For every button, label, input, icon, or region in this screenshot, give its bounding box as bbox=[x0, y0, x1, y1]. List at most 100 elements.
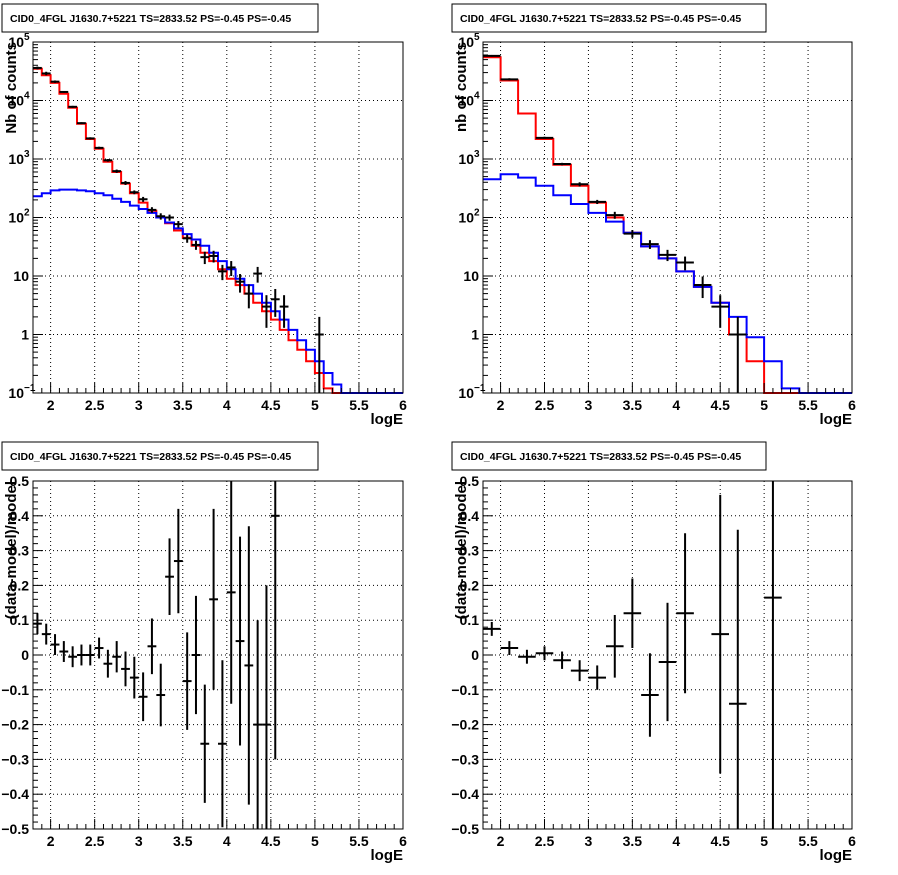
x-tick-label: 3 bbox=[135, 397, 143, 413]
data-point bbox=[623, 578, 642, 649]
data-point bbox=[156, 663, 166, 727]
y-axis-title: (data-model)/model bbox=[453, 481, 470, 619]
x-tick-label: 4 bbox=[672, 397, 680, 413]
data-point bbox=[729, 316, 747, 393]
y-tick-label: 0.3 bbox=[10, 543, 30, 559]
x-tick-label: 2.5 bbox=[535, 397, 555, 413]
data-point bbox=[50, 80, 60, 83]
y-tick-label: 1 bbox=[471, 327, 479, 343]
x-tick-label: 6 bbox=[848, 397, 856, 413]
data-point bbox=[553, 651, 571, 669]
data-point bbox=[676, 256, 694, 271]
data-point bbox=[244, 526, 254, 805]
data-point bbox=[553, 162, 571, 166]
data-point bbox=[483, 621, 501, 636]
chart-title: CID0_4FGL J1630.7+5221 TS=2833.52 PS=-0.… bbox=[460, 451, 741, 463]
data-point bbox=[606, 614, 624, 678]
title-box bbox=[451, 441, 767, 471]
data-point bbox=[165, 214, 174, 221]
chart-panel-2: CID0_4FGL J1630.7+5221 TS=2833.52 PS=-0.… bbox=[451, 3, 856, 428]
data-point bbox=[279, 295, 289, 328]
y-tick-label: 10 bbox=[458, 93, 474, 109]
x-tick-label: 2 bbox=[497, 833, 505, 849]
data-point bbox=[209, 508, 218, 690]
data-point bbox=[129, 190, 139, 195]
data-point bbox=[94, 637, 104, 659]
data-point bbox=[191, 595, 201, 715]
x-tick-label: 4.5 bbox=[261, 397, 281, 413]
data-point bbox=[33, 613, 42, 635]
total-model-histogram bbox=[33, 67, 403, 394]
x-tick-label: 2.5 bbox=[85, 833, 105, 849]
x-tick-label: 6 bbox=[399, 833, 407, 849]
x-tick-label: 4 bbox=[223, 397, 231, 413]
x-tick-label: 6 bbox=[848, 833, 856, 849]
data-point bbox=[68, 105, 78, 108]
data-point bbox=[173, 508, 183, 614]
data-point bbox=[103, 159, 113, 162]
data-point bbox=[711, 494, 729, 774]
data-point bbox=[85, 644, 95, 666]
y-tick-label: 0 bbox=[471, 647, 479, 663]
x-tick-label: 3.5 bbox=[173, 833, 193, 849]
y-tick-label: −0.2 bbox=[1, 717, 29, 733]
x-tick-label: 5 bbox=[760, 397, 768, 413]
data-point bbox=[606, 211, 624, 219]
data-point bbox=[588, 665, 606, 690]
x-tick-label: 4.5 bbox=[710, 397, 730, 413]
data-point bbox=[77, 644, 86, 666]
data-point bbox=[641, 240, 659, 249]
x-tick-label: 5 bbox=[311, 397, 319, 413]
data-point bbox=[138, 196, 148, 202]
data-point bbox=[33, 66, 42, 70]
y-tick-label: 0.2 bbox=[460, 577, 480, 593]
y-tick-exponent: 5 bbox=[474, 32, 480, 43]
data-point bbox=[121, 181, 130, 185]
x-tick-label: 4.5 bbox=[710, 833, 730, 849]
data-point bbox=[156, 213, 166, 220]
data-point bbox=[129, 656, 139, 699]
data-point bbox=[270, 481, 280, 760]
y-axis-title: (data-model)/model bbox=[3, 481, 20, 619]
data-point bbox=[138, 672, 148, 722]
y-tick-label: 10 bbox=[8, 385, 24, 401]
data-point bbox=[244, 284, 254, 309]
data-point bbox=[226, 481, 236, 704]
y-tick-label: −0.4 bbox=[451, 786, 479, 802]
data-point bbox=[711, 295, 729, 328]
y-tick-exponent: 4 bbox=[24, 91, 30, 102]
data-point bbox=[235, 536, 245, 746]
x-tick-label: 4 bbox=[223, 833, 231, 849]
x-tick-label: 4 bbox=[672, 833, 680, 849]
data-point bbox=[68, 646, 78, 668]
y-tick-label: 10 bbox=[8, 34, 24, 50]
y-tick-label: 0.1 bbox=[460, 612, 480, 628]
data-point bbox=[173, 221, 183, 228]
data-point bbox=[623, 230, 642, 238]
data-point bbox=[77, 122, 86, 125]
x-tick-label: 4.5 bbox=[261, 833, 281, 849]
data-point bbox=[165, 538, 174, 615]
data-point bbox=[570, 660, 589, 682]
data-point bbox=[253, 266, 263, 283]
chart-title: CID0_4FGL J1630.7+5221 TS=2833.52 PS=-0.… bbox=[10, 451, 291, 463]
y-tick-label: 10 bbox=[458, 34, 474, 50]
data-point bbox=[191, 240, 201, 250]
y-tick-label: 10 bbox=[458, 210, 474, 226]
y-axis-title: nb of counts bbox=[453, 42, 470, 132]
y-tick-label: 10 bbox=[8, 93, 24, 109]
y-tick-label: 0.4 bbox=[460, 508, 480, 524]
x-tick-label: 5.5 bbox=[349, 833, 369, 849]
y-tick-label: 0 bbox=[21, 647, 29, 663]
y-tick-label: −0.2 bbox=[451, 717, 479, 733]
source-model-histogram bbox=[483, 173, 852, 394]
y-tick-label: −0.5 bbox=[451, 821, 479, 837]
total-model-histogram bbox=[483, 56, 852, 394]
y-tick-exponent: 2 bbox=[24, 208, 30, 219]
data-point bbox=[500, 78, 519, 81]
x-axis-title: logE bbox=[371, 411, 404, 428]
x-tick-label: 3.5 bbox=[623, 397, 643, 413]
data-point bbox=[41, 623, 51, 645]
chart-title: CID0_4FGL J1630.7+5221 TS=2833.52 PS=-0.… bbox=[10, 13, 291, 25]
